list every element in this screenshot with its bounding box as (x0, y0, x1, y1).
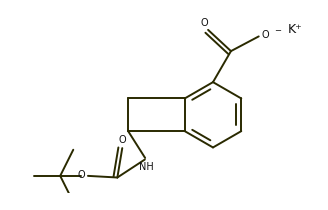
Text: O: O (118, 135, 126, 146)
Text: O: O (78, 170, 85, 180)
Text: NH: NH (139, 162, 154, 172)
Text: O: O (261, 30, 269, 40)
Text: K⁺: K⁺ (287, 23, 302, 36)
Text: −: − (275, 26, 281, 35)
Text: O: O (200, 18, 208, 28)
